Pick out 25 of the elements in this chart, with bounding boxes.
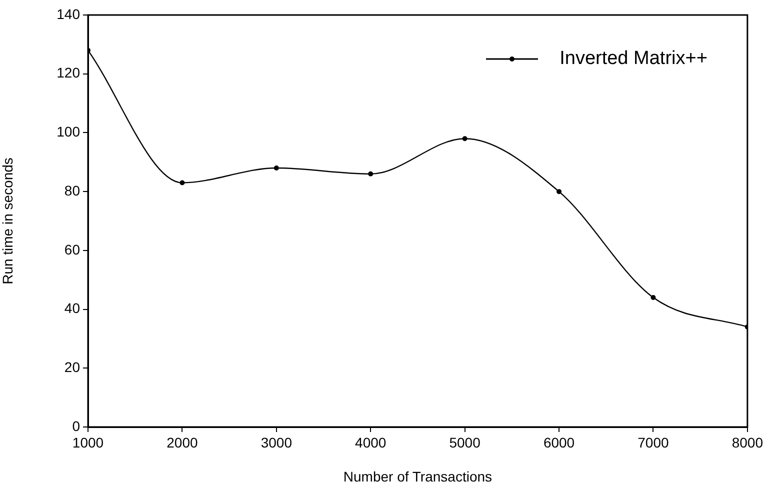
x-tick-label: 1000 — [72, 434, 104, 450]
y-tick-label: 120 — [56, 64, 80, 81]
y-tick-label: 80 — [64, 182, 80, 198]
y-tick-label: 0 — [72, 418, 80, 434]
point — [180, 180, 185, 186]
x-tick-label: 7000 — [638, 434, 670, 450]
y-tick-label: 100 — [56, 124, 80, 140]
point — [368, 171, 374, 176]
point — [556, 189, 562, 194]
x-tick-label: 4000 — [355, 434, 386, 450]
y-axis-title: Run time in seconds — [0, 158, 16, 284]
x-tick-label: 5000 — [449, 434, 481, 450]
point — [462, 136, 468, 142]
y-tick-label: 140 — [56, 6, 80, 22]
y-tick-label: 40 — [64, 300, 80, 316]
x-axis-title: Number of Transactions — [343, 468, 492, 484]
point — [650, 295, 656, 300]
x-tick-label: 2000 — [166, 434, 198, 450]
legend-label: Inverted Matrix++ — [560, 48, 708, 70]
x-tick-label: 6000 — [543, 434, 575, 450]
point — [274, 166, 279, 171]
y-tick-label: 60 — [64, 241, 80, 258]
x-tick-label: 8000 — [732, 434, 764, 450]
x-tick-label: 3000 — [260, 434, 292, 450]
y-tick-label: 20 — [64, 359, 80, 375]
